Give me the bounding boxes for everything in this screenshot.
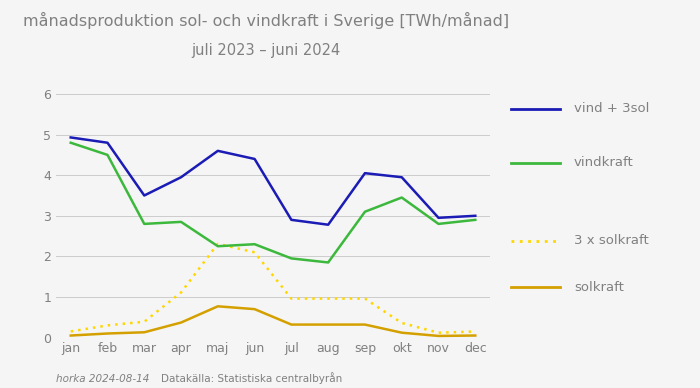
Text: vindkraft: vindkraft xyxy=(574,156,634,170)
Text: juli 2023 – juni 2024: juli 2023 – juni 2024 xyxy=(191,43,341,58)
Text: 3 x solkraft: 3 x solkraft xyxy=(574,234,649,247)
Text: Datakälla: Statistiska centralbyrån: Datakälla: Statistiska centralbyrån xyxy=(161,372,342,384)
Text: horka 2024-08-14: horka 2024-08-14 xyxy=(56,374,149,384)
Text: solkraft: solkraft xyxy=(574,281,624,294)
Text: månadsproduktion sol- och vindkraft i Sverige [TWh/månad]: månadsproduktion sol- och vindkraft i Sv… xyxy=(23,12,509,29)
Text: vind + 3sol: vind + 3sol xyxy=(574,102,650,115)
